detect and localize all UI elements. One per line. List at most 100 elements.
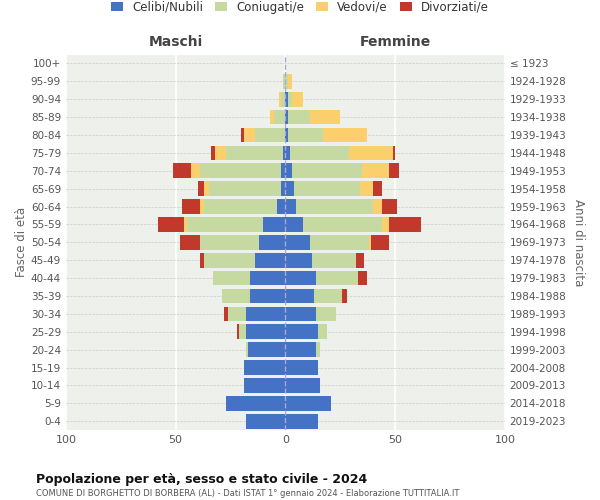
- Bar: [286, 199, 296, 214]
- Bar: [246, 414, 286, 428]
- Bar: [250, 271, 286, 285]
- Bar: [228, 306, 246, 321]
- Bar: [204, 253, 254, 268]
- Text: Popolazione per età, sesso e stato civile - 2024: Popolazione per età, sesso e stato civil…: [36, 472, 367, 486]
- Bar: [211, 146, 215, 160]
- Bar: [287, 110, 310, 124]
- Bar: [286, 146, 290, 160]
- Bar: [318, 324, 327, 339]
- Bar: [173, 164, 191, 178]
- Y-axis label: Fasce di età: Fasce di età: [15, 208, 28, 278]
- Bar: [286, 217, 303, 232]
- Y-axis label: Anni di nascita: Anni di nascita: [572, 198, 585, 286]
- Bar: [292, 164, 362, 178]
- Bar: [371, 235, 389, 250]
- Bar: [191, 164, 200, 178]
- Bar: [316, 342, 320, 357]
- Bar: [286, 253, 311, 268]
- Bar: [204, 199, 277, 214]
- Bar: [277, 199, 286, 214]
- Bar: [222, 288, 250, 304]
- Bar: [200, 253, 204, 268]
- Bar: [393, 146, 395, 160]
- Bar: [323, 128, 367, 142]
- Bar: [310, 110, 340, 124]
- Bar: [311, 253, 356, 268]
- Text: COMUNE DI BORGHETTO DI BORBERA (AL) - Dati ISTAT 1° gennaio 2024 - Elaborazione : COMUNE DI BORGHETTO DI BORBERA (AL) - Da…: [36, 489, 460, 498]
- Bar: [281, 182, 286, 196]
- Bar: [200, 164, 281, 178]
- Bar: [362, 164, 389, 178]
- Bar: [292, 92, 303, 106]
- Bar: [237, 324, 239, 339]
- Bar: [283, 74, 286, 88]
- Bar: [286, 74, 287, 88]
- Bar: [254, 253, 286, 268]
- Bar: [204, 182, 209, 196]
- Bar: [356, 253, 364, 268]
- Bar: [274, 110, 286, 124]
- Bar: [244, 128, 254, 142]
- Bar: [286, 342, 316, 357]
- Bar: [294, 182, 360, 196]
- Bar: [250, 288, 286, 304]
- Bar: [286, 271, 316, 285]
- Legend: Celibi/Nubili, Coniugati/e, Vedovi/e, Divorziati/e: Celibi/Nubili, Coniugati/e, Vedovi/e, Di…: [106, 0, 494, 18]
- Bar: [286, 164, 292, 178]
- Bar: [215, 146, 226, 160]
- Text: Femmine: Femmine: [359, 35, 431, 49]
- Bar: [286, 324, 318, 339]
- Bar: [182, 199, 200, 214]
- Bar: [246, 342, 248, 357]
- Bar: [263, 217, 286, 232]
- Bar: [158, 217, 184, 232]
- Text: Maschi: Maschi: [149, 35, 203, 49]
- Bar: [316, 271, 358, 285]
- Bar: [287, 74, 292, 88]
- Bar: [286, 128, 287, 142]
- Bar: [286, 306, 316, 321]
- Bar: [358, 271, 367, 285]
- Bar: [286, 288, 314, 304]
- Bar: [270, 110, 274, 124]
- Bar: [286, 110, 287, 124]
- Bar: [360, 182, 373, 196]
- Bar: [213, 271, 250, 285]
- Bar: [286, 396, 331, 410]
- Bar: [246, 306, 286, 321]
- Bar: [286, 414, 318, 428]
- Bar: [349, 146, 393, 160]
- Bar: [310, 235, 369, 250]
- Bar: [314, 288, 343, 304]
- Bar: [343, 288, 347, 304]
- Bar: [246, 324, 286, 339]
- Bar: [389, 217, 421, 232]
- Bar: [226, 146, 283, 160]
- Bar: [286, 378, 320, 393]
- Bar: [283, 146, 286, 160]
- Bar: [286, 360, 318, 375]
- Bar: [248, 342, 286, 357]
- Bar: [303, 217, 382, 232]
- Bar: [209, 182, 281, 196]
- Bar: [286, 92, 287, 106]
- Bar: [226, 396, 286, 410]
- Bar: [200, 235, 259, 250]
- Bar: [180, 235, 200, 250]
- Bar: [382, 199, 397, 214]
- Bar: [296, 199, 373, 214]
- Bar: [239, 324, 246, 339]
- Bar: [287, 92, 292, 106]
- Bar: [290, 146, 349, 160]
- Bar: [241, 128, 244, 142]
- Bar: [369, 235, 371, 250]
- Bar: [281, 164, 286, 178]
- Bar: [279, 92, 281, 106]
- Bar: [373, 182, 382, 196]
- Bar: [382, 217, 389, 232]
- Bar: [184, 217, 187, 232]
- Bar: [259, 235, 286, 250]
- Bar: [244, 378, 286, 393]
- Bar: [197, 182, 204, 196]
- Bar: [200, 199, 204, 214]
